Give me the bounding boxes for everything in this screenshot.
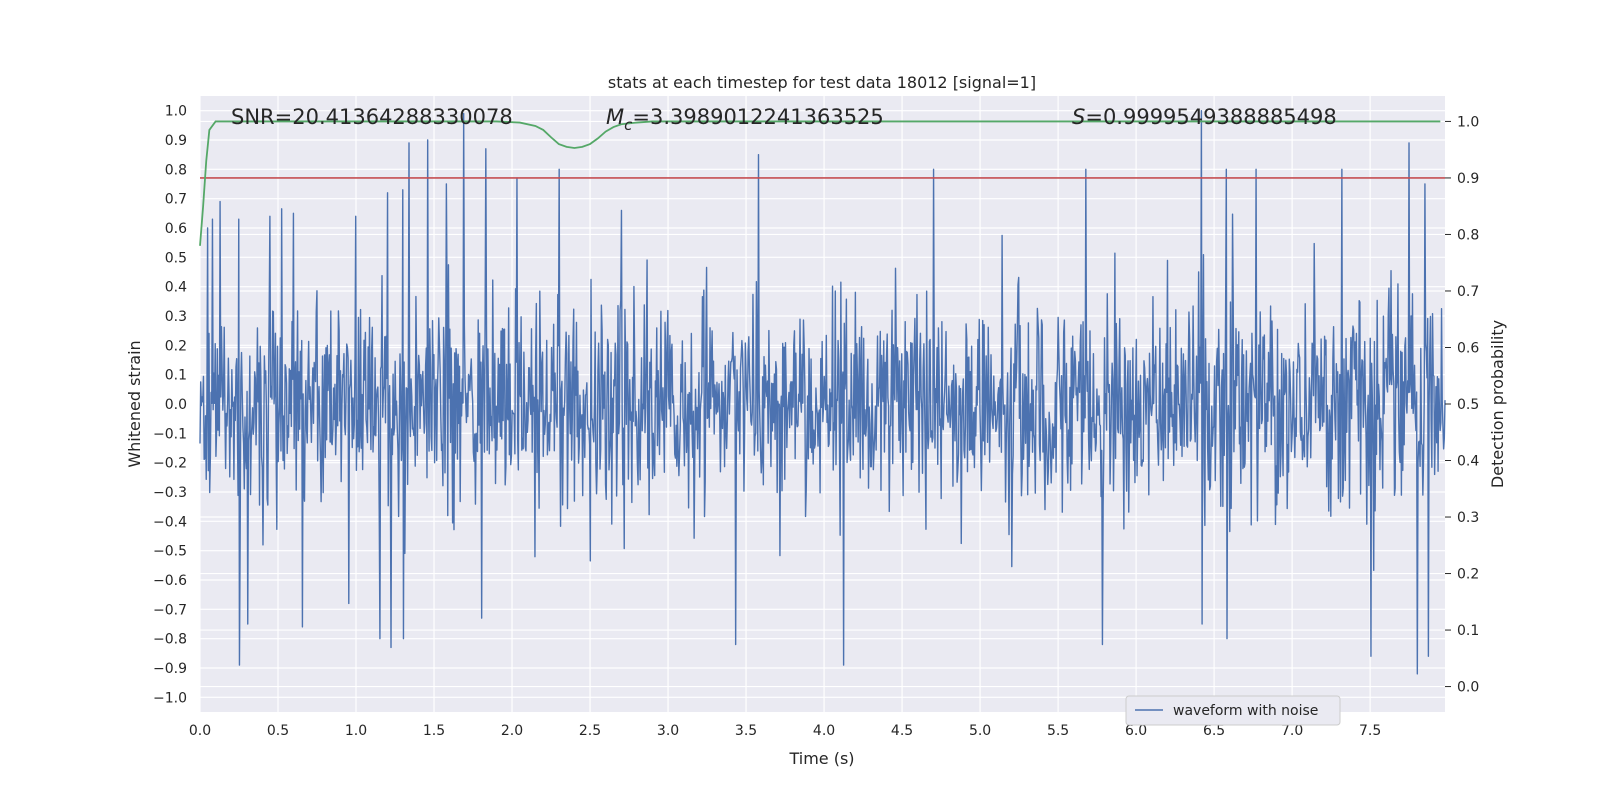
s-annotation: S=0.9999549388885498 (1072, 105, 1337, 129)
y2-tick-label: 0.5 (1457, 397, 1479, 413)
y2-tick-label: 0.8 (1457, 227, 1479, 243)
y2-tick-label: 0.9 (1457, 171, 1479, 187)
y-tick-label: 0.5 (165, 250, 187, 266)
y-tick-label: −1.0 (153, 690, 187, 706)
waveform-line (199, 109, 1446, 675)
x-tick-label: 7.5 (1359, 723, 1381, 739)
mc-annotation: Mc=3.3989012241363525 (606, 105, 884, 134)
y-tick-label: −0.7 (153, 602, 187, 618)
x-tick-label: 1.5 (423, 723, 445, 739)
x-tick-label: 2.5 (579, 723, 601, 739)
y2-tick-label: 0.1 (1457, 623, 1479, 639)
snr-annotation: SNR=20.41364288330078 (231, 105, 513, 129)
legend: waveform with noise (1125, 695, 1341, 726)
y-tick-labels: 1.0 0.9 0.8 0.7 0.6 0.5 0.4 0.3 0.2 0.1 0.0 −0.1 −0.… (153, 104, 187, 707)
x-tick-label: 0.5 (267, 723, 289, 739)
y2-tick-label: 0.0 (1457, 680, 1479, 696)
x-tick-label: 6.0 (1125, 723, 1147, 739)
y-tick-label: 0.9 (165, 133, 187, 149)
probability-series (199, 120, 1445, 246)
y-tick-label: −0.6 (153, 573, 187, 589)
y-tick-label: −0.4 (153, 514, 187, 530)
mc-symbol: M (606, 105, 624, 129)
y-tick-label: 1.0 (165, 104, 187, 120)
y2-tick-labels: 1.0 0.9 0.8 0.7 0.6 0.5 0.4 0.3 0.2 0.1 0.0 (1445, 114, 1479, 696)
y-tick-label: −0.3 (153, 485, 187, 501)
y2-tick-label: 0.6 (1457, 340, 1479, 356)
probability-line (199, 120, 1441, 246)
y-tick-label: 0.0 (165, 397, 187, 413)
x-tick-label: 1.0 (345, 723, 367, 739)
y2-tick-label: 0.3 (1457, 510, 1479, 526)
y-tick-label: 0.8 (165, 162, 187, 178)
x-tick-label: 3.0 (657, 723, 679, 739)
y-tick-label: 0.2 (165, 338, 187, 354)
y2-tick-label: 1.0 (1457, 114, 1479, 130)
y-tick-label: −0.1 (153, 426, 187, 442)
y-tick-label: 0.3 (165, 309, 187, 325)
y-tick-label: 0.1 (165, 368, 187, 384)
x-tick-label: 7.0 (1281, 723, 1303, 739)
x-tick-label: 6.5 (1203, 723, 1225, 739)
y-tick-label: 0.6 (165, 221, 187, 237)
waveform-series (199, 109, 1446, 675)
y-tick-label: −0.5 (153, 544, 187, 560)
x-tick-label: 2.0 (501, 723, 523, 739)
y-tick-label: −0.2 (153, 456, 187, 472)
y-tick-label: −0.8 (153, 632, 187, 648)
s-value: =0.9999549388885498 (1085, 105, 1336, 129)
y-axis-label: Whitened strain (125, 340, 144, 467)
y-tick-label: 0.7 (165, 192, 187, 208)
x-tick-label: 5.5 (1047, 723, 1069, 739)
legend-box (1125, 695, 1341, 726)
x-tick-label: 3.5 (735, 723, 757, 739)
y-tick-label: 0.4 (165, 280, 187, 296)
s-symbol: S (1072, 105, 1085, 129)
x-tick-labels: 0.0 0.5 1.0 1.5 2.0 2.5 3.0 3.5 4.0 4.5 5.0 5.5 6.0 6… (189, 723, 1381, 739)
x-tick-label: 5.0 (969, 723, 991, 739)
y2-axis-label: Detection probability (1488, 320, 1507, 488)
legend-label: waveform with noise (1173, 703, 1318, 719)
chart-title: stats at each timestep for test data 180… (608, 73, 1036, 92)
y-tick-label: −0.9 (153, 661, 187, 677)
y2-tick-label: 0.2 (1457, 567, 1479, 583)
x-tick-label: 4.5 (891, 723, 913, 739)
y2-tick-label: 0.7 (1457, 284, 1479, 300)
x-tick-label: 0.0 (189, 723, 211, 739)
x-tick-label: 4.0 (813, 723, 835, 739)
mc-subscript: c (624, 116, 633, 134)
y2-tick-label: 0.4 (1457, 454, 1479, 470)
mc-value: =3.3989012241363525 (632, 105, 883, 129)
x-axis-label: Time (s) (788, 749, 854, 768)
